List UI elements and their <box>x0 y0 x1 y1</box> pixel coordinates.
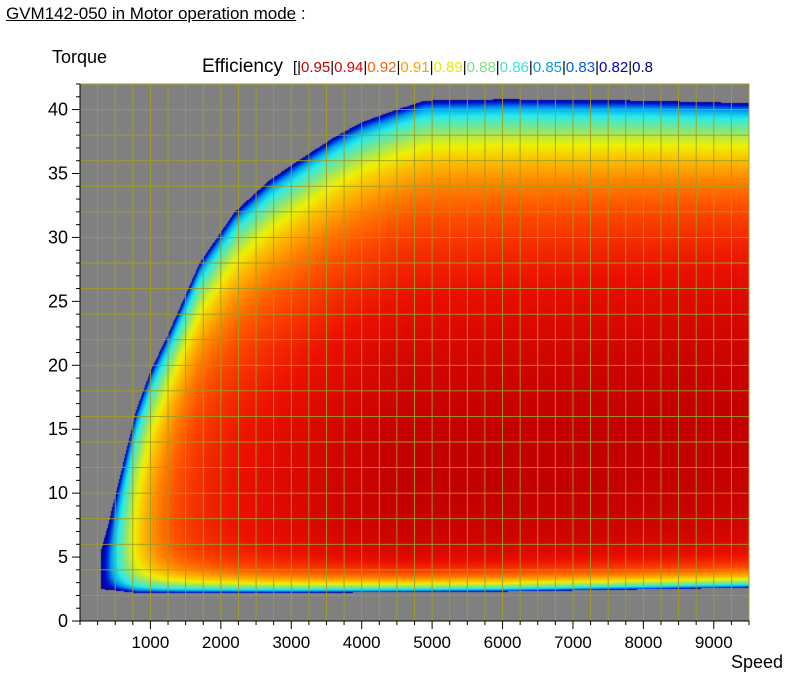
x-tick-label: 4000 <box>343 633 381 652</box>
legend-title: Efficiency <box>202 56 283 77</box>
legend-level: 0.85 <box>533 59 562 76</box>
legend-separator: | <box>562 59 566 76</box>
legend-separator: | <box>496 59 500 76</box>
y-tick-label: 35 <box>48 164 68 184</box>
x-tick-label: 7000 <box>554 633 592 652</box>
y-tick-label: 0 <box>58 611 68 631</box>
x-axis-label: Speed <box>731 652 783 672</box>
grid <box>79 83 750 622</box>
legend-level: 0.82 <box>599 59 628 76</box>
y-tick-label: 10 <box>48 483 68 503</box>
legend-separator: | <box>463 59 467 76</box>
y-axis-label: Torque <box>52 47 107 67</box>
legend-separator: | <box>595 59 599 76</box>
y-tick-label: 5 <box>58 547 68 567</box>
legend-level: 0.92 <box>367 59 396 76</box>
legend-separator: | <box>330 59 334 76</box>
y-tick-label: 25 <box>48 291 68 311</box>
legend-separator: | <box>396 59 400 76</box>
legend-prefix: [| <box>293 59 301 76</box>
y-tick-label: 20 <box>48 355 68 375</box>
legend-level: 0.86 <box>500 59 529 76</box>
y-tick-label: 15 <box>48 419 68 439</box>
legend-level: 0.89 <box>433 59 462 76</box>
legend-level: 0.88 <box>467 59 496 76</box>
y-tick-label: 30 <box>48 227 68 247</box>
legend-level: 0.94 <box>334 59 363 76</box>
title-text: GVM142-050 in Motor operation mode <box>6 4 297 23</box>
title-suffix: : <box>300 4 306 23</box>
y-tick-label: 40 <box>48 100 68 120</box>
x-tick-label: 5000 <box>413 633 451 652</box>
legend-separator: | <box>529 59 533 76</box>
page-title: GVM142-050 in Motor operation mode : <box>6 4 306 24</box>
x-tick-label: 1000 <box>132 633 170 652</box>
legend-separator: | <box>363 59 367 76</box>
legend: Efficiency [|0.95|0.94|0.92|0.91|0.89|0.8… <box>202 56 653 77</box>
legend-level: 0.95 <box>301 59 330 76</box>
legend-separator: | <box>430 59 434 76</box>
legend-level: 0.8 <box>632 59 653 76</box>
axes: 0 5 10 15 20 25 30 35 40 1000 2000 3000 4000 5000 6000… <box>48 83 750 652</box>
x-tick-label: 6000 <box>484 633 522 652</box>
legend-level: 0.83 <box>566 59 595 76</box>
x-tick-label: 8000 <box>624 633 662 652</box>
x-tick-label: 3000 <box>272 633 310 652</box>
x-tick-label: 9000 <box>695 633 733 652</box>
x-tick-label: 2000 <box>202 633 240 652</box>
legend-separator: | <box>628 59 632 76</box>
legend-level: 0.91 <box>400 59 429 76</box>
